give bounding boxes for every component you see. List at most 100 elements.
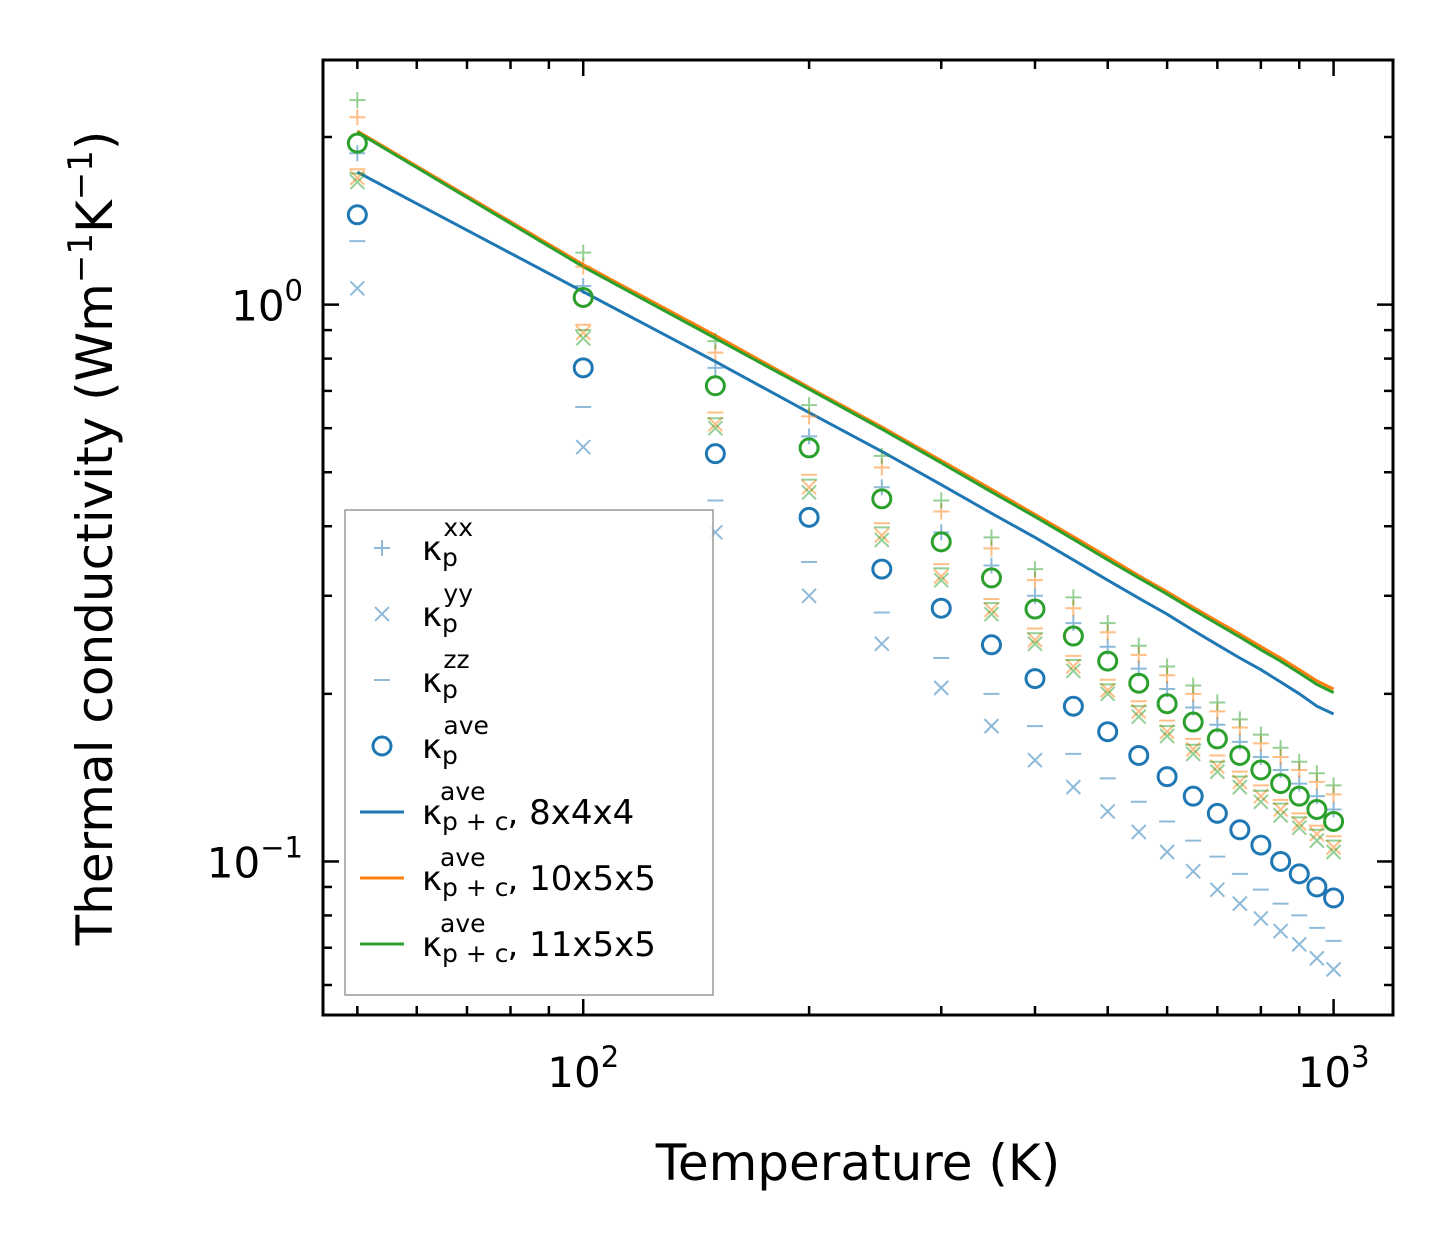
legend-sub: p [442,543,458,572]
legend-sub: p [442,741,458,770]
point-ave-blue-950-ring [1306,876,1328,898]
point-ave-blue-100 [572,357,594,379]
point-ave-green-650 [1182,711,1204,733]
point-yy-green-950-d2 [1309,832,1325,849]
point-xx-green-800 [1252,726,1269,743]
series-line-11x5x5 [356,130,1335,694]
point-ave-blue-350-ring [980,634,1002,656]
series-line-8x4x4 [356,170,1335,716]
point-ave-green-150 [704,375,726,397]
point-yy-orange-350 [983,602,1000,618]
point-yy-blue-300-d2 [933,680,949,696]
point-ave-green-350-ring [980,567,1002,589]
point-yy-green-100 [575,330,591,347]
point-yy-green-500-d2 [1099,686,1116,702]
point-ave-blue-50-ring [346,204,368,226]
x-tick-label-exp: 3 [1351,1040,1369,1074]
point-yy-blue-400-d2 [1027,752,1043,768]
point-ave-blue-750-ring [1229,819,1251,841]
point-ave-blue-450-ring [1062,695,1084,717]
point-yy-green-350-d2 [983,606,1000,622]
point-yy-blue-750 [1232,895,1248,912]
point-xx-green-300 [933,492,950,509]
legend-item-1: κpyy [374,579,473,638]
point-yy-blue-450-d2 [1065,779,1082,795]
point-ave-green-500 [1097,650,1119,672]
point-yy-orange-200 [801,479,817,495]
y-axis-title-part3: ) [66,131,124,151]
x-tick-label-100: 102 [547,1040,619,1097]
point-yy-orange-850 [1272,801,1289,818]
point-yy-blue-550 [1131,824,1147,840]
point-ave-green-50-ring [346,132,368,154]
y-tick-label-exp: 0 [285,274,303,308]
point-yy-orange-100 [575,325,591,341]
legend-suffix: , 8x4x4 [508,793,635,833]
legend-sup: zz [443,645,469,674]
point-ave-blue-700 [1206,802,1228,824]
x-tick-label-exp: 2 [601,1040,619,1074]
legend-handle-cross [374,606,390,622]
legend-symbol: κ [422,793,442,833]
point-yy-green-1000-d2 [1325,844,1342,860]
point-xx-green-900 [1291,753,1308,770]
point-yy-green-100-d2 [575,330,591,347]
point-ave-green-700 [1206,728,1228,750]
point-yy-green-850 [1272,807,1289,824]
point-xx-green-500 [1099,615,1116,632]
y-axis-title: Thermal conductivity (Wm−1K−1) [61,131,124,947]
point-yy-blue-200-d2 [801,588,817,604]
legend-symbol: κ [422,859,442,899]
point-yy-green-600 [1159,728,1175,744]
x-tick-label-base: 10 [1298,1048,1351,1097]
point-ave-blue-100-ring [572,357,594,379]
point-xx-green-350 [983,529,1000,546]
point-ave-blue-750 [1229,819,1251,841]
point-xx-green-200 [801,397,818,414]
legend-sub: p + c [442,873,508,902]
point-ave-green-750-ring [1229,744,1251,766]
point-yy-blue-250 [874,636,890,652]
point-yy-green-600-d2 [1159,728,1175,744]
legend-label-5: κp + cave , 10x5x5 [422,843,656,902]
point-yy-green-450 [1065,663,1082,679]
point-ave-green-300 [930,531,952,553]
point-ave-blue-900 [1288,863,1310,885]
point-yy-green-550 [1131,708,1147,725]
point-yy-green-450-d2 [1065,663,1082,679]
y-axis-title-part1: Thermal conductivity (Wm [66,283,124,946]
legend-item-5: κp + cave , 10x5x5 [360,843,656,902]
point-yy-green-250 [874,532,890,548]
point-yy-orange-150 [707,416,724,432]
point-ave-green-100 [572,286,594,308]
point-yy-blue-250-d2 [874,636,890,652]
point-xx-blue-150 [707,359,724,376]
point-yy-blue-950-d2 [1309,950,1325,967]
point-xx-green-650 [1185,677,1202,694]
x-tick-label-1000: 103 [1298,1040,1370,1097]
point-yy-blue-800-d2 [1253,910,1269,927]
point-ave-green-600-ring [1156,693,1178,715]
point-yy-blue-500 [1099,803,1116,820]
point-yy-blue-550-d2 [1131,824,1147,840]
point-yy-green-350 [983,606,1000,622]
point-ave-green-600 [1156,693,1178,715]
point-ave-green-50 [346,132,368,154]
legend-sup: ave [440,777,486,806]
point-yy-blue-1000-d2 [1325,961,1342,978]
point-yy-orange-150-d2 [707,416,724,432]
point-yy-blue-750-d2 [1232,895,1248,912]
point-yy-green-900 [1291,819,1307,836]
point-yy-blue-950 [1309,950,1325,967]
point-yy-blue-300 [933,680,949,696]
point-xx-green-100 [575,244,592,261]
point-yy-blue-200 [801,588,817,604]
point-ave-green-900-ring [1288,785,1310,807]
point-ave-green-250 [871,488,893,510]
point-yy-orange-250 [874,527,890,544]
point-yy-green-900-d2 [1291,819,1307,836]
point-ave-blue-150 [704,443,726,465]
